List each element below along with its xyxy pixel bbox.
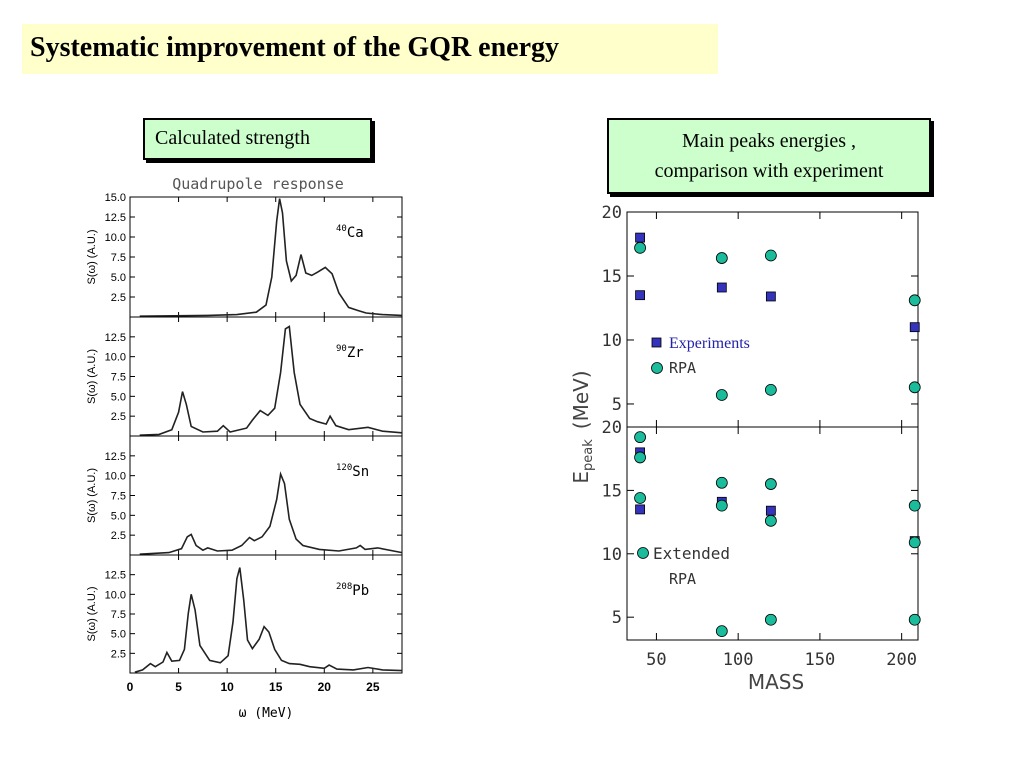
y-tick-label: 12.5 <box>105 212 126 224</box>
rpa-marker <box>634 451 646 464</box>
y-tick-label: 2.5 <box>111 530 126 542</box>
x-tick-label: 15 <box>269 680 283 694</box>
x-tick-label: 0 <box>127 680 134 694</box>
rpa-marker <box>634 492 646 504</box>
nucleus-label-sn: 120Sn <box>336 463 369 480</box>
y-axis-label: Epeak(MeV) <box>569 370 596 483</box>
x-tick-label: 50 <box>646 650 666 670</box>
y-tick-label: 5.0 <box>111 391 126 403</box>
rpa-marker <box>715 499 728 512</box>
experiment-marker <box>635 504 645 515</box>
response-curve-ca <box>139 198 403 317</box>
rpa-marker <box>634 431 646 444</box>
x-axis-label: MASS <box>748 670 804 694</box>
nucleus-label-ca: 40Ca <box>336 224 364 241</box>
y-tick-label: 15 <box>602 481 622 501</box>
legend-extended-marker <box>637 547 649 559</box>
y-tick-label: 10 <box>602 331 622 351</box>
y-tick-label: 2.5 <box>111 411 126 423</box>
y-tick-label: 2.5 <box>111 648 126 660</box>
rpa-marker <box>715 389 728 401</box>
experiment-marker <box>765 291 776 302</box>
x-tick-label: 20 <box>318 680 332 694</box>
rpa-marker <box>908 499 921 512</box>
y-tick-label: 10.0 <box>105 471 126 483</box>
rpa-marker <box>908 294 921 307</box>
rpa-marker <box>908 536 921 549</box>
y-tick-label: 5 <box>612 395 622 415</box>
y-tick-label: 5 <box>612 608 622 628</box>
experiment-marker <box>765 505 776 516</box>
x-tick-label: 200 <box>886 650 917 670</box>
y-tick-label: 15.0 <box>105 192 126 204</box>
x-tick-label: 150 <box>805 650 836 670</box>
title-banner: Systematic improvement of the GQR energy <box>22 24 718 74</box>
legend-rpa: RPA <box>669 359 696 377</box>
rpa-marker <box>715 252 728 264</box>
main-peaks-label: Main peaks energies , comparison with ex… <box>607 118 931 194</box>
response-curve-sn <box>139 471 403 555</box>
rpa-marker <box>715 476 728 489</box>
y-tick-label: 10.0 <box>105 589 126 601</box>
rpa-marker <box>908 613 921 626</box>
nucleus-label-pb: 208Pb <box>336 582 369 599</box>
y-tick-label: 10.0 <box>105 232 126 244</box>
page-title: Systematic improvement of the GQR energy <box>30 32 560 63</box>
legend-square-marker <box>651 337 662 348</box>
response-curve-pb <box>134 567 403 673</box>
experiment-marker <box>635 232 645 243</box>
y-tick-label: 20 <box>602 203 622 223</box>
y-axis-label: S(ω) (A.U.) <box>86 229 98 284</box>
x-axis-label: ω (MeV) <box>239 706 294 721</box>
nucleus-label-zr: 90Zr <box>336 344 364 361</box>
legend-extended: Extended <box>653 544 730 563</box>
x-tick-label: 10 <box>220 680 234 694</box>
y-tick-label: 15 <box>602 267 622 287</box>
y-tick-label: 7.5 <box>111 491 126 503</box>
x-tick-label: 25 <box>366 680 380 694</box>
y-tick-label: 10 <box>602 545 622 565</box>
y-tick-label: 12.5 <box>105 570 126 582</box>
x-tick-label: 5 <box>175 680 182 694</box>
rpa-marker <box>715 625 728 638</box>
left-chart-title: Quadrupole response <box>172 175 344 193</box>
y-axis-label: S(ω) (A.U.) <box>86 586 98 641</box>
y-tick-label: 5.0 <box>111 629 126 641</box>
y-tick-label: 12.5 <box>105 451 126 463</box>
rpa-marker <box>764 478 777 490</box>
experiment-marker <box>909 322 920 333</box>
rpa-marker <box>764 613 777 626</box>
main-peaks-line2: comparison with experiment <box>654 160 884 182</box>
y-axis-label: S(ω) (A.U.) <box>86 468 98 523</box>
legend-experiments: Experiments <box>669 335 750 352</box>
calculated-strength-label: Calculated strength <box>143 118 372 160</box>
rpa-marker <box>764 383 777 396</box>
y-tick-label: 7.5 <box>111 372 126 384</box>
y-tick-label: 2.5 <box>111 292 126 304</box>
legend-circle-marker <box>651 362 663 374</box>
peak-panel-frame <box>626 426 919 641</box>
rpa-marker <box>764 514 777 527</box>
y-tick-label: 10.0 <box>105 352 126 364</box>
y-axis-label: S(ω) (A.U.) <box>86 349 98 404</box>
calculated-strength-text: Calculated strength <box>155 127 310 149</box>
experiment-marker <box>716 282 727 293</box>
y-tick-label: 5.0 <box>111 510 126 522</box>
y-tick-label: 5.0 <box>111 272 126 284</box>
rpa-marker <box>908 381 921 394</box>
y-tick-label: 20 <box>602 418 622 438</box>
y-tick-label: 7.5 <box>111 252 126 264</box>
legend-extended-rpa: RPA <box>669 570 696 588</box>
y-tick-label: 7.5 <box>111 609 126 621</box>
x-tick-label: 100 <box>723 650 754 670</box>
rpa-marker <box>634 241 646 254</box>
main-peaks-line1: Main peaks energies , <box>681 130 857 152</box>
response-curve-zr <box>139 325 403 436</box>
rpa-marker <box>764 249 777 262</box>
y-tick-label: 12.5 <box>105 332 126 344</box>
experiment-marker <box>635 290 645 301</box>
